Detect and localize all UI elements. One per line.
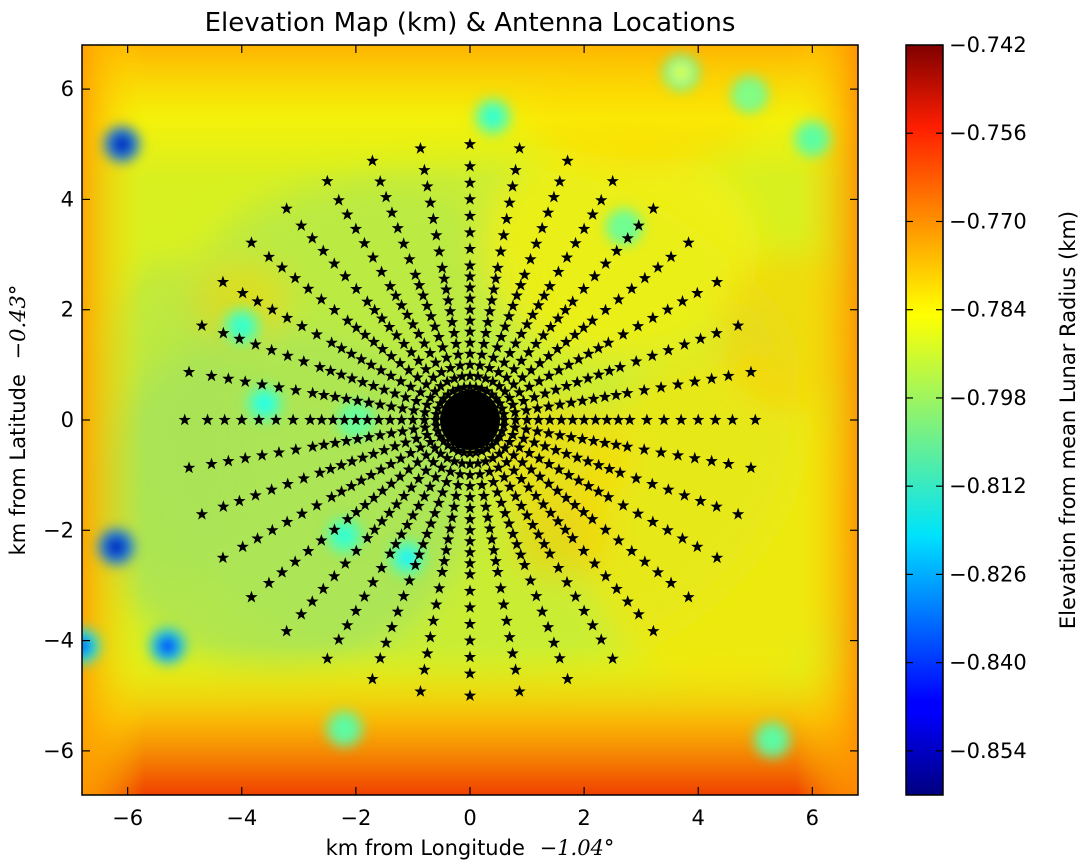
colorbar-tick-label: −0.826	[949, 562, 1027, 586]
y-tick-label: 4	[61, 187, 74, 211]
y-tick-label: 6	[61, 77, 74, 101]
x-axis-label-text: km from Longitude	[326, 836, 525, 860]
colorbar-tick-label: −0.742	[949, 33, 1027, 57]
heatmap-spot	[398, 548, 417, 567]
colorbar-tick-label: −0.756	[949, 121, 1027, 145]
heatmap-spot	[335, 526, 354, 545]
heatmap-spot	[335, 719, 354, 738]
x-tick-label: −2	[340, 806, 371, 830]
colorbar-tick-label: −0.854	[949, 739, 1027, 763]
heatmap-spot	[82, 637, 91, 656]
x-tick-label: −4	[226, 806, 257, 830]
x-axis: −6 −4 −2 0 2 4 6	[112, 45, 819, 830]
y-tick-label: 2	[61, 298, 74, 322]
chart-title: Elevation Map (km) & Antenna Locations	[205, 8, 736, 38]
colorbar-tick-label: −0.784	[949, 298, 1027, 322]
antenna-markers	[178, 137, 762, 701]
x-tick-label: 6	[806, 806, 819, 830]
colorbar: −0.742 −0.756 −0.770 −0.784 −0.798 −0.812 −0.8…	[905, 33, 1080, 796]
y-axis: −6 −4 −2 0 2 4 6	[43, 77, 858, 763]
heatmap-spot	[763, 730, 782, 749]
heatmap-spot	[803, 129, 822, 148]
colorbar-tick-label: −0.840	[949, 651, 1027, 675]
heatmap-spot	[672, 63, 691, 82]
heatmap-low-spots	[82, 54, 831, 758]
x-axis-label: km from Longitude −1.04°	[326, 836, 615, 860]
colorbar-label: Elevation from mean Lunar Radius (km)	[1056, 211, 1080, 629]
heatmap-spot	[107, 537, 126, 556]
y-axis-label: km from Latitude −0.43°	[6, 285, 30, 556]
x-tick-label: −6	[112, 806, 143, 830]
x-tick-label: 0	[463, 806, 476, 830]
heatmap-spot	[158, 637, 177, 656]
colorbar-tick-label: −0.812	[949, 474, 1027, 498]
y-tick-label: −6	[43, 739, 74, 763]
plot-area	[82, 45, 858, 795]
x-tick-label: 4	[692, 806, 705, 830]
heatmap-spot	[255, 394, 274, 413]
y-axis-label-text: km from Latitude	[6, 374, 30, 555]
x-tick-label: 2	[577, 806, 590, 830]
y-tick-label: −4	[43, 629, 74, 653]
colorbar-tick-label: −0.798	[949, 386, 1027, 410]
heatmap-spot	[232, 317, 251, 336]
y-tick-label: −2	[43, 518, 74, 542]
colorbar-gradient	[905, 44, 944, 796]
y-axis-label-value: −0.43°	[6, 285, 30, 360]
heatmap-spot	[615, 217, 634, 236]
heatmap-spot	[112, 135, 131, 154]
colorbar-ticks: −0.742 −0.756 −0.770 −0.784 −0.798 −0.812 −0.8…	[906, 33, 1027, 763]
heatmap-spot	[740, 85, 759, 104]
colorbar-tick-label: −0.770	[949, 209, 1027, 233]
x-axis-label-value: −1.04°	[540, 836, 615, 860]
heatmap-spot	[483, 107, 502, 126]
y-tick-label: 0	[61, 408, 74, 432]
